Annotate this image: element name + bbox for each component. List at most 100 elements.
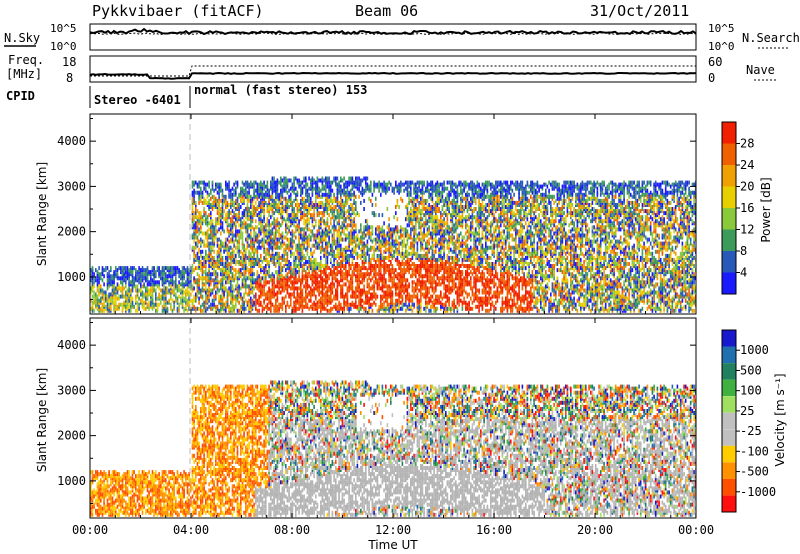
data-cell [255, 262, 257, 266]
data-cell [323, 213, 325, 218]
data-cell [355, 274, 357, 279]
data-cell [340, 176, 342, 181]
data-cell [306, 194, 309, 199]
data-cell [286, 190, 289, 195]
data-cell [250, 251, 252, 256]
data-cell [206, 288, 209, 293]
data-cell [91, 276, 94, 281]
data-cell [246, 203, 249, 207]
data-cell [413, 294, 415, 299]
data-cell [251, 276, 254, 281]
data-cell [171, 308, 174, 313]
data-cell [406, 284, 409, 289]
data-cell [323, 178, 325, 183]
data-cell [281, 215, 284, 220]
data-cell [318, 274, 320, 279]
data-cell [203, 186, 205, 191]
data-cell [350, 192, 352, 197]
data-cell [256, 196, 259, 201]
data-cell [313, 243, 315, 248]
data-cell [200, 237, 202, 242]
data-cell [201, 302, 204, 307]
data-cell [385, 262, 387, 266]
data-cell [335, 245, 337, 250]
data-cell [138, 306, 140, 311]
data-cell [290, 262, 292, 266]
data-cell [375, 260, 377, 264]
data-cell [290, 213, 292, 218]
data-cell [343, 200, 345, 205]
data-cell [196, 229, 199, 234]
data-cell [218, 186, 220, 191]
data-cell [206, 253, 209, 258]
data-cell [186, 302, 189, 307]
data-cell [336, 176, 339, 181]
data-cell [155, 302, 157, 307]
data-cell [278, 306, 280, 311]
data-cell [241, 198, 244, 203]
data-cell [186, 272, 189, 277]
data-cell [176, 296, 179, 301]
data-cell [300, 233, 302, 238]
data-cell [261, 196, 264, 201]
data-cell [355, 251, 357, 256]
data-cell [306, 266, 309, 271]
data-cell [91, 274, 94, 279]
data-cell [93, 290, 95, 295]
data-cell [318, 284, 320, 289]
data-cell [415, 227, 417, 232]
data-cell [281, 194, 284, 199]
data-cell [345, 268, 347, 273]
data-cell [236, 203, 239, 207]
data-cell [215, 221, 217, 226]
data-cell [225, 243, 227, 248]
data-cell [296, 270, 299, 275]
data-cell [343, 294, 345, 299]
data-cell [135, 276, 137, 281]
data-cell [300, 186, 302, 191]
data-cell [205, 249, 207, 254]
data-cell [291, 217, 294, 222]
data-cell [330, 300, 332, 305]
data-cell [261, 205, 264, 209]
data-cell [138, 296, 140, 301]
data-cell [205, 282, 207, 287]
data-cell [240, 249, 242, 254]
data-cell [278, 251, 280, 256]
data-cell [125, 284, 127, 289]
data-cell [328, 180, 330, 185]
data-cell [126, 276, 129, 281]
data-cell [125, 304, 127, 309]
data-cell [368, 272, 370, 277]
data-cell [95, 298, 97, 303]
data-cell [131, 300, 134, 305]
data-cell [408, 245, 410, 250]
data-cell [208, 233, 210, 238]
data-cell [225, 260, 227, 264]
data-cell [266, 223, 269, 228]
data-cell [336, 251, 339, 256]
data-cell [308, 264, 310, 268]
data-cell [313, 306, 315, 311]
data-cell [288, 304, 290, 309]
data-cell [243, 209, 245, 214]
data-cell [208, 241, 210, 246]
data-cell [370, 186, 372, 191]
data-cell [301, 296, 304, 301]
data-cell [266, 251, 269, 256]
data-cell [291, 182, 294, 187]
data-cell [206, 298, 209, 303]
data-cell [280, 233, 282, 238]
data-cell [381, 235, 384, 240]
data-cell [278, 245, 280, 250]
data-cell [253, 300, 255, 305]
data-cell [213, 227, 215, 232]
data-cell [211, 288, 214, 293]
data-cell [306, 205, 309, 209]
data-cell [290, 280, 292, 285]
data-cell [270, 207, 272, 211]
data-cell [303, 268, 305, 273]
data-cell [261, 237, 264, 242]
data-cell [243, 188, 245, 193]
data-cell [375, 302, 377, 307]
